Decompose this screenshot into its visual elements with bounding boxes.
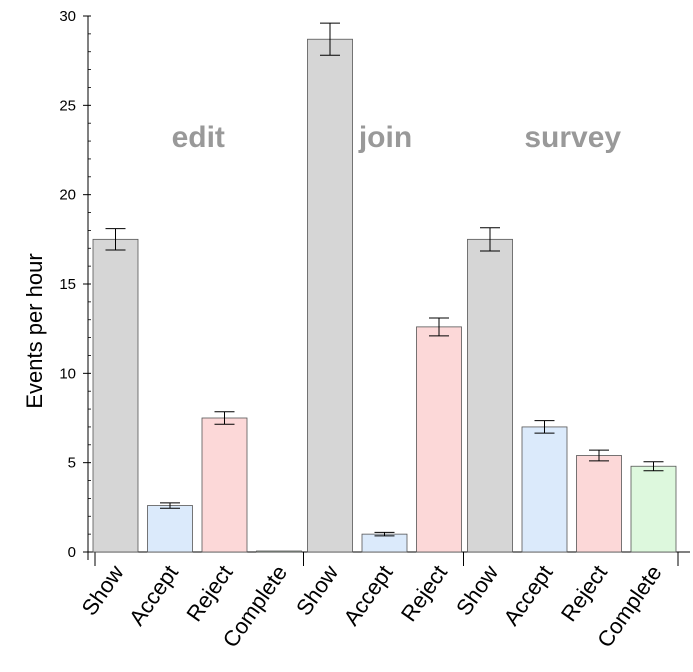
y-tick-label: 30	[59, 8, 76, 25]
category-label: Show	[291, 560, 343, 620]
y-tick-label: 25	[59, 97, 76, 114]
bar-survey-reject	[576, 455, 622, 553]
bar-edit-show	[92, 238, 139, 553]
y-tick-label: 20	[59, 187, 76, 204]
group-labels: edit join survey	[172, 121, 622, 154]
group-label-edit: edit	[172, 121, 225, 154]
category-label: Accept	[124, 561, 183, 630]
category-label: Reject	[181, 561, 237, 626]
group-label-join: join	[358, 121, 412, 154]
y-tick-label: 10	[59, 365, 76, 382]
y-tick-label: 5	[68, 455, 76, 472]
category-label: Accept	[499, 561, 558, 630]
group-label-survey: survey	[524, 121, 621, 154]
bar-survey-accept	[521, 426, 568, 553]
bar-join-reject	[416, 326, 462, 553]
category-label: Reject	[556, 561, 612, 626]
y-tick-label: 0	[68, 544, 76, 561]
bars	[92, 22, 677, 553]
bar-edit-reject	[201, 417, 248, 553]
bar-join-accept	[361, 533, 408, 553]
category-label: Show	[451, 560, 503, 620]
y-axis-title: Events per hour	[22, 253, 47, 408]
bar-join-show	[307, 38, 353, 553]
category-label: Reject	[396, 561, 452, 626]
bar-edit-complete	[256, 550, 302, 553]
bar-survey-complete	[630, 465, 677, 553]
category-label: Accept	[339, 561, 398, 630]
bar-edit-accept	[147, 505, 193, 553]
bar-survey-show	[467, 238, 513, 553]
category-label: Show	[77, 560, 129, 620]
y-tick-label: 15	[59, 276, 76, 293]
category-labels: ShowAcceptRejectCompleteShowAcceptReject…	[77, 560, 667, 652]
